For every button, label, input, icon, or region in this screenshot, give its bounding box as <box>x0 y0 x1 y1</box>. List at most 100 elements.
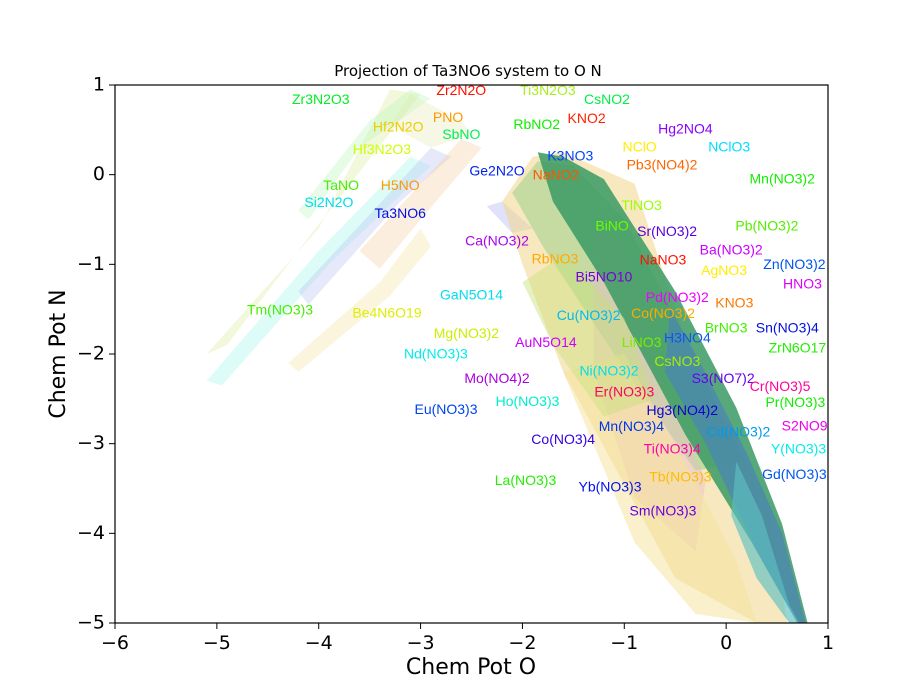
stability-region-3 <box>298 147 452 305</box>
phase-label: Ti3N2O3 <box>520 82 576 98</box>
phase-label: Er(NO3)3 <box>594 383 654 399</box>
phase-label: Nd(NO3)3 <box>404 346 468 362</box>
phase-label: TaNO <box>323 177 359 193</box>
phase-label: La(NO3)3 <box>495 472 557 488</box>
phase-label: KNO3 <box>715 295 753 311</box>
phase-label: Ba(NO3)2 <box>700 242 763 258</box>
stability-region-0 <box>206 89 421 354</box>
phase-label: Be4N6O19 <box>352 304 421 320</box>
phase-label: Tm(NO3)3 <box>247 302 313 318</box>
stability-region-1 <box>298 89 431 220</box>
y-tick-label: −3 <box>77 432 105 454</box>
phase-label: Pr(NO3)3 <box>765 394 825 410</box>
x-tick-label: −2 <box>508 632 536 654</box>
phase-label: Pd(NO3)2 <box>646 289 709 305</box>
phase-label: Zn(NO3)2 <box>763 256 825 272</box>
phase-label: Cu(NO3)2 <box>557 307 621 323</box>
phase-label: Hg3(NO4)2 <box>647 402 719 418</box>
stability-region-6 <box>390 94 472 148</box>
x-tick-label: 0 <box>720 632 732 654</box>
y-axis-ticks: −5 −4 −3 −2 −1 0 1 <box>77 74 115 634</box>
phase-label: H3NO4 <box>664 330 711 346</box>
phase-label: Zr2N2O <box>436 82 486 98</box>
phase-label: Hf2N2O <box>373 119 424 135</box>
phase-label: NClO <box>622 139 656 155</box>
stability-region-15 <box>522 255 655 417</box>
stability-regions <box>206 89 808 624</box>
phase-labels: Zr3N2O3 Zr2N2O Ti3N2O3 CsNO2 PNO Hf2N2O SbNO Rb… <box>247 82 828 519</box>
phase-label: KNO2 <box>568 110 606 126</box>
x-tick-label: −5 <box>203 632 231 654</box>
phase-label: Mg(NO3)2 <box>434 325 500 341</box>
phase-label: Co(NO3)4 <box>531 431 595 447</box>
x-tick-label: −1 <box>610 632 638 654</box>
phase-label: Bi5NO10 <box>575 269 632 285</box>
phase-label: Sn(NO3)4 <box>756 320 819 336</box>
phase-label: CsNO2 <box>584 91 630 107</box>
stability-region-14 <box>563 354 757 623</box>
phase-label: Sm(NO3)3 <box>630 503 697 519</box>
phase-label: Y(NO3)3 <box>771 441 826 457</box>
phase-label: Cr(NO3)5 <box>750 378 811 394</box>
phase-label: CsNO3 <box>654 353 700 369</box>
phase-label: GaN5O14 <box>440 286 503 302</box>
phase-label: Ge2N2O <box>469 163 524 179</box>
phase-label: Ni(NO3)2 <box>579 363 638 379</box>
phase-label: Cd(NO3)2 <box>707 424 771 440</box>
phase-label: NaNO3 <box>640 251 687 267</box>
phase-label: Hg2NO4 <box>658 121 713 137</box>
phase-label: AuN5O14 <box>515 334 577 350</box>
phase-label: Mn(NO3)4 <box>599 418 665 434</box>
phase-label: Tb(NO3)3 <box>649 468 711 484</box>
phase-label: Eu(NO3)3 <box>414 401 477 417</box>
x-axis-ticks: −6 −5 −4 −3 −2 −1 0 1 <box>101 623 834 654</box>
phase-label: Ca(NO3)2 <box>465 233 529 249</box>
x-tick-label: 1 <box>822 632 834 654</box>
phase-label: Ti(NO3)4 <box>644 441 701 457</box>
phase-label: Mo(NO4)2 <box>464 370 530 386</box>
phase-label: Pb3(NO4)2 <box>627 156 698 172</box>
phase-label: Si2N2O <box>304 194 353 210</box>
phase-label: Gd(NO3)3 <box>762 466 827 482</box>
stability-region-13 <box>731 461 800 623</box>
phase-label: RbNO2 <box>513 116 560 132</box>
phase-label: Zr3N2O3 <box>292 91 350 107</box>
x-axis-title: Chem Pot O <box>406 655 536 680</box>
phase-label: K3NO3 <box>547 147 593 163</box>
stability-region-4 <box>359 138 482 269</box>
phase-label: Ho(NO3)3 <box>496 393 560 409</box>
x-tick-label: −3 <box>407 632 435 654</box>
phase-label: NClO3 <box>708 139 750 155</box>
phase-label: RbNO3 <box>532 251 579 267</box>
phase-label: Sr(NO3)2 <box>637 223 697 239</box>
y-tick-label: −1 <box>77 253 105 275</box>
chart-title: Projection of Ta3NO6 system to O N <box>334 62 602 80</box>
y-tick-label: −2 <box>77 343 105 365</box>
stability-region-5 <box>288 228 431 372</box>
phase-label: S2NO9 <box>782 417 828 433</box>
y-tick-label: 0 <box>93 163 105 185</box>
phase-label: Yb(NO3)3 <box>578 478 641 494</box>
phase-label: AgNO3 <box>701 262 747 278</box>
y-tick-label: −5 <box>77 612 105 634</box>
phase-label: S3(NO7)2 <box>692 370 755 386</box>
phase-label: BrNO3 <box>705 320 748 336</box>
y-axis-title: Chem Pot N <box>46 289 71 418</box>
phase-label: LiNO3 <box>622 334 662 350</box>
phase-label: Mn(NO3)2 <box>750 171 816 187</box>
phase-label: NaNO2 <box>533 166 580 182</box>
phase-label: H5NO <box>381 177 420 193</box>
stability-region-2 <box>206 156 431 386</box>
x-tick-label: −6 <box>101 632 129 654</box>
y-tick-label: 1 <box>93 74 105 96</box>
phase-label: Pb(NO3)2 <box>735 217 798 233</box>
phase-label: TlNO3 <box>621 197 662 213</box>
phase-label: ZrN6O17 <box>769 339 827 355</box>
phase-label: Hf3N2O3 <box>353 141 412 157</box>
phase-label: SbNO <box>442 126 480 142</box>
phase-label: PNO <box>433 109 463 125</box>
phase-label: Co(NO3)2 <box>631 305 695 321</box>
x-tick-label: −4 <box>305 632 333 654</box>
phase-label: BiNO <box>595 217 629 233</box>
